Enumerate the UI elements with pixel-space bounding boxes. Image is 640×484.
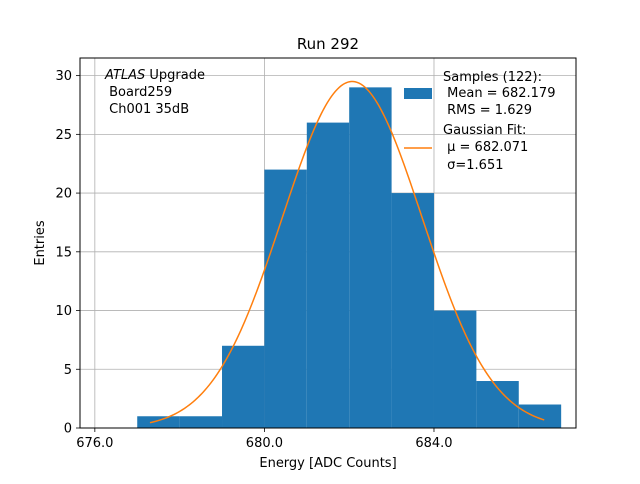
y-tick-label-2: 10 (55, 304, 72, 319)
histogram-bars (137, 87, 562, 429)
legend-fit-line-3: σ=1.651 (443, 158, 503, 173)
chart-title: Run 292 (297, 35, 359, 53)
x-tick-label-0: 676.0 (76, 436, 113, 451)
x-tick-label-2: 684.0 (415, 436, 452, 451)
histogram-bar-6 (391, 193, 434, 428)
legend-fit-line-2: μ = 682.071 (443, 140, 528, 155)
legend-samples-line-2: Mean = 682.179 (443, 86, 555, 101)
annotation-upgrade: Upgrade (145, 68, 205, 83)
legend-fit-line-1: Gaussian Fit: (443, 123, 526, 138)
legend-samples-line-1: Samples (122): (443, 70, 542, 85)
y-tick-label-6: 30 (55, 69, 72, 84)
histogram-bar-7 (433, 310, 477, 428)
y-tick-label-3: 15 (55, 245, 72, 260)
histogram-bar-2 (222, 345, 265, 428)
y-tick-label-5: 25 (55, 128, 72, 143)
histogram-bar-9 (518, 404, 562, 428)
histogram-bar-1 (179, 416, 223, 428)
annotation-line-1: ATLAS Upgrade (104, 68, 205, 83)
x-tick-label-1: 680.0 (246, 436, 283, 451)
y-axis-ticks: 0 5 10 15 20 25 30 (55, 69, 80, 437)
histogram-bar-0 (137, 416, 180, 428)
x-axis-label: Energy [ADC Counts] (259, 456, 396, 471)
y-tick-label-4: 20 (55, 187, 72, 202)
plot-frame (79, 57, 577, 429)
legend-patch-samples (404, 88, 432, 99)
annotation-line-3: Ch001 35dB (105, 102, 189, 117)
histogram-bar-4 (306, 122, 350, 428)
y-axis-label: Entries (33, 220, 48, 266)
atlas-annotation: ATLAS Upgrade Board259 Ch001 35dB (104, 68, 205, 117)
histogram-bar-5 (349, 87, 392, 428)
y-tick-label-1: 5 (64, 363, 72, 378)
legend: Samples (122): Mean = 682.179 RMS = 1.62… (404, 70, 555, 173)
gaussian-fit-curve (149, 80, 545, 424)
y-tick-label-0: 0 (64, 422, 72, 437)
legend-samples-line-3: RMS = 1.629 (443, 103, 532, 118)
histogram-bar-3 (264, 169, 307, 429)
annotation-line-2: Board259 (105, 85, 172, 100)
annotation-atlas-italic: ATLAS (104, 68, 145, 83)
x-axis-ticks: 676.0 680.0 684.0 (76, 428, 453, 451)
